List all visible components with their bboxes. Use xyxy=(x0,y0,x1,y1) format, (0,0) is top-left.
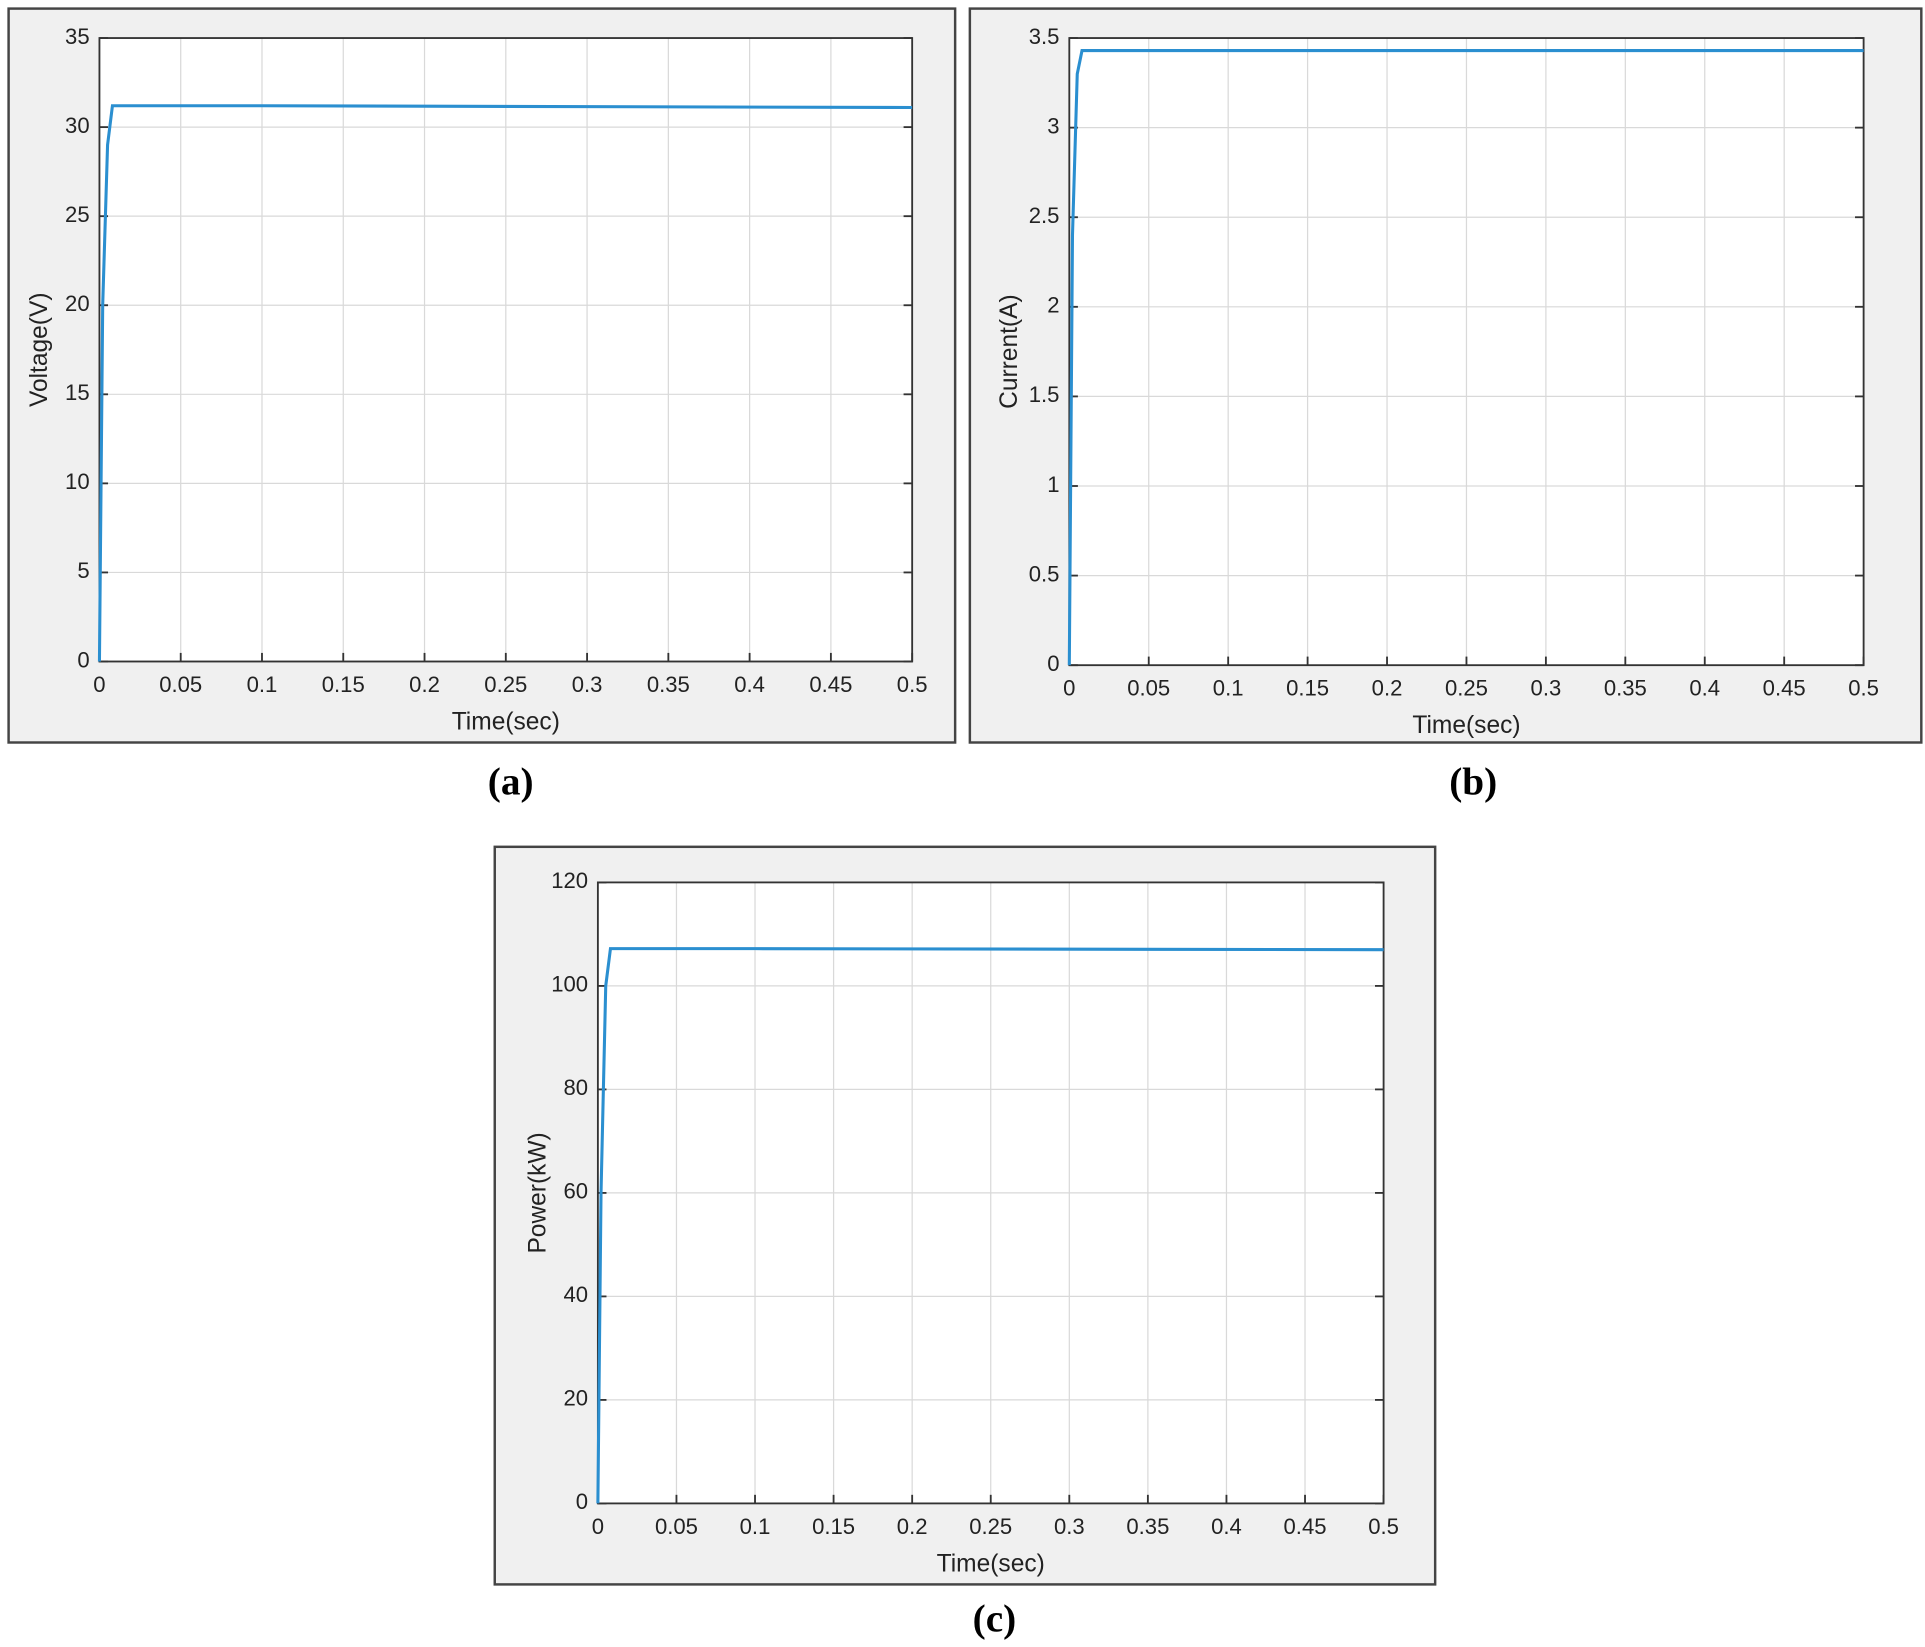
x-tick-label: 0.2 xyxy=(1372,676,1403,701)
x-tick-label: 0.05 xyxy=(1127,676,1170,701)
y-tick-label: 20 xyxy=(65,291,90,316)
x-tick-label: 0.2 xyxy=(897,1514,928,1539)
x-tick-label: 0 xyxy=(93,672,105,697)
y-tick-label: 3 xyxy=(1047,113,1059,138)
x-tick-label: 0 xyxy=(1063,676,1075,701)
x-tick-label: 0.45 xyxy=(1763,676,1806,701)
y-tick-label: 15 xyxy=(65,380,90,405)
y-tick-label: 60 xyxy=(563,1179,588,1204)
x-tick-label: 0.35 xyxy=(647,672,690,697)
x-tick-label: 0.3 xyxy=(1531,676,1562,701)
x-axis-label: Time(sec) xyxy=(452,708,560,735)
y-tick-label: 5 xyxy=(77,558,89,583)
x-axis-label: Time(sec) xyxy=(1412,712,1520,739)
x-axis-label: Time(sec) xyxy=(937,1550,1045,1577)
y-tick-label: 1.5 xyxy=(1029,382,1060,407)
x-tick-label: 0.4 xyxy=(1211,1514,1242,1539)
y-tick-label: 80 xyxy=(563,1075,588,1100)
y-tick-label: 2.5 xyxy=(1029,203,1060,228)
x-tick-label: 0.35 xyxy=(1126,1514,1169,1539)
panel-caption: (c) xyxy=(973,1597,1017,1640)
x-tick-label: 0.25 xyxy=(1445,676,1488,701)
x-tick-label: 0.35 xyxy=(1604,676,1647,701)
y-axis-label: Power(kW) xyxy=(524,1132,551,1253)
x-tick-label: 0.5 xyxy=(1848,676,1879,701)
y-tick-label: 30 xyxy=(65,113,90,138)
x-tick-label: 0.4 xyxy=(734,672,765,697)
x-tick-label: 0.45 xyxy=(1284,1514,1327,1539)
y-tick-label: 35 xyxy=(65,24,90,49)
y-tick-label: 0 xyxy=(77,647,89,672)
y-axis-label: Current(A) xyxy=(996,294,1023,408)
x-tick-label: 0.05 xyxy=(159,672,202,697)
y-tick-label: 40 xyxy=(563,1282,588,1307)
x-tick-label: 0.3 xyxy=(1054,1514,1085,1539)
y-tick-label: 100 xyxy=(551,972,588,997)
x-tick-label: 0.5 xyxy=(897,672,928,697)
x-tick-label: 0.2 xyxy=(409,672,440,697)
y-tick-label: 3.5 xyxy=(1029,24,1060,49)
x-tick-label: 0.1 xyxy=(247,672,278,697)
x-tick-label: 0.05 xyxy=(655,1514,698,1539)
x-tick-label: 0.1 xyxy=(740,1514,771,1539)
y-tick-label: 2 xyxy=(1047,293,1059,318)
plot-border xyxy=(98,37,914,663)
plot-border xyxy=(1068,37,1865,667)
y-tick-label: 0 xyxy=(1047,651,1059,676)
y-tick-label: 1 xyxy=(1047,472,1059,497)
x-tick-label: 0.1 xyxy=(1213,676,1244,701)
data-line xyxy=(596,947,1384,1504)
y-axis-label: Voltage(V) xyxy=(26,293,53,408)
x-tick-label: 0.15 xyxy=(1286,676,1329,701)
panel-caption: (b) xyxy=(1449,760,1497,803)
data-line xyxy=(97,104,913,662)
y-tick-label: 10 xyxy=(65,469,90,494)
y-tick-label: 0 xyxy=(576,1489,588,1514)
data-line xyxy=(1067,49,1864,666)
y-tick-label: 20 xyxy=(563,1386,588,1411)
x-tick-label: 0.25 xyxy=(484,672,527,697)
plot-border xyxy=(596,881,1385,1505)
y-tick-label: 120 xyxy=(551,868,588,893)
x-tick-label: 0.3 xyxy=(572,672,603,697)
x-tick-label: 0 xyxy=(592,1514,604,1539)
x-tick-label: 0.15 xyxy=(812,1514,855,1539)
x-tick-label: 0.25 xyxy=(969,1514,1012,1539)
panel-caption: (a) xyxy=(488,760,534,803)
x-tick-label: 0.15 xyxy=(322,672,365,697)
y-tick-label: 0.5 xyxy=(1029,561,1060,586)
x-tick-label: 0.5 xyxy=(1368,1514,1399,1539)
x-tick-label: 0.4 xyxy=(1689,676,1720,701)
y-tick-label: 25 xyxy=(65,202,90,227)
x-tick-label: 0.45 xyxy=(809,672,852,697)
